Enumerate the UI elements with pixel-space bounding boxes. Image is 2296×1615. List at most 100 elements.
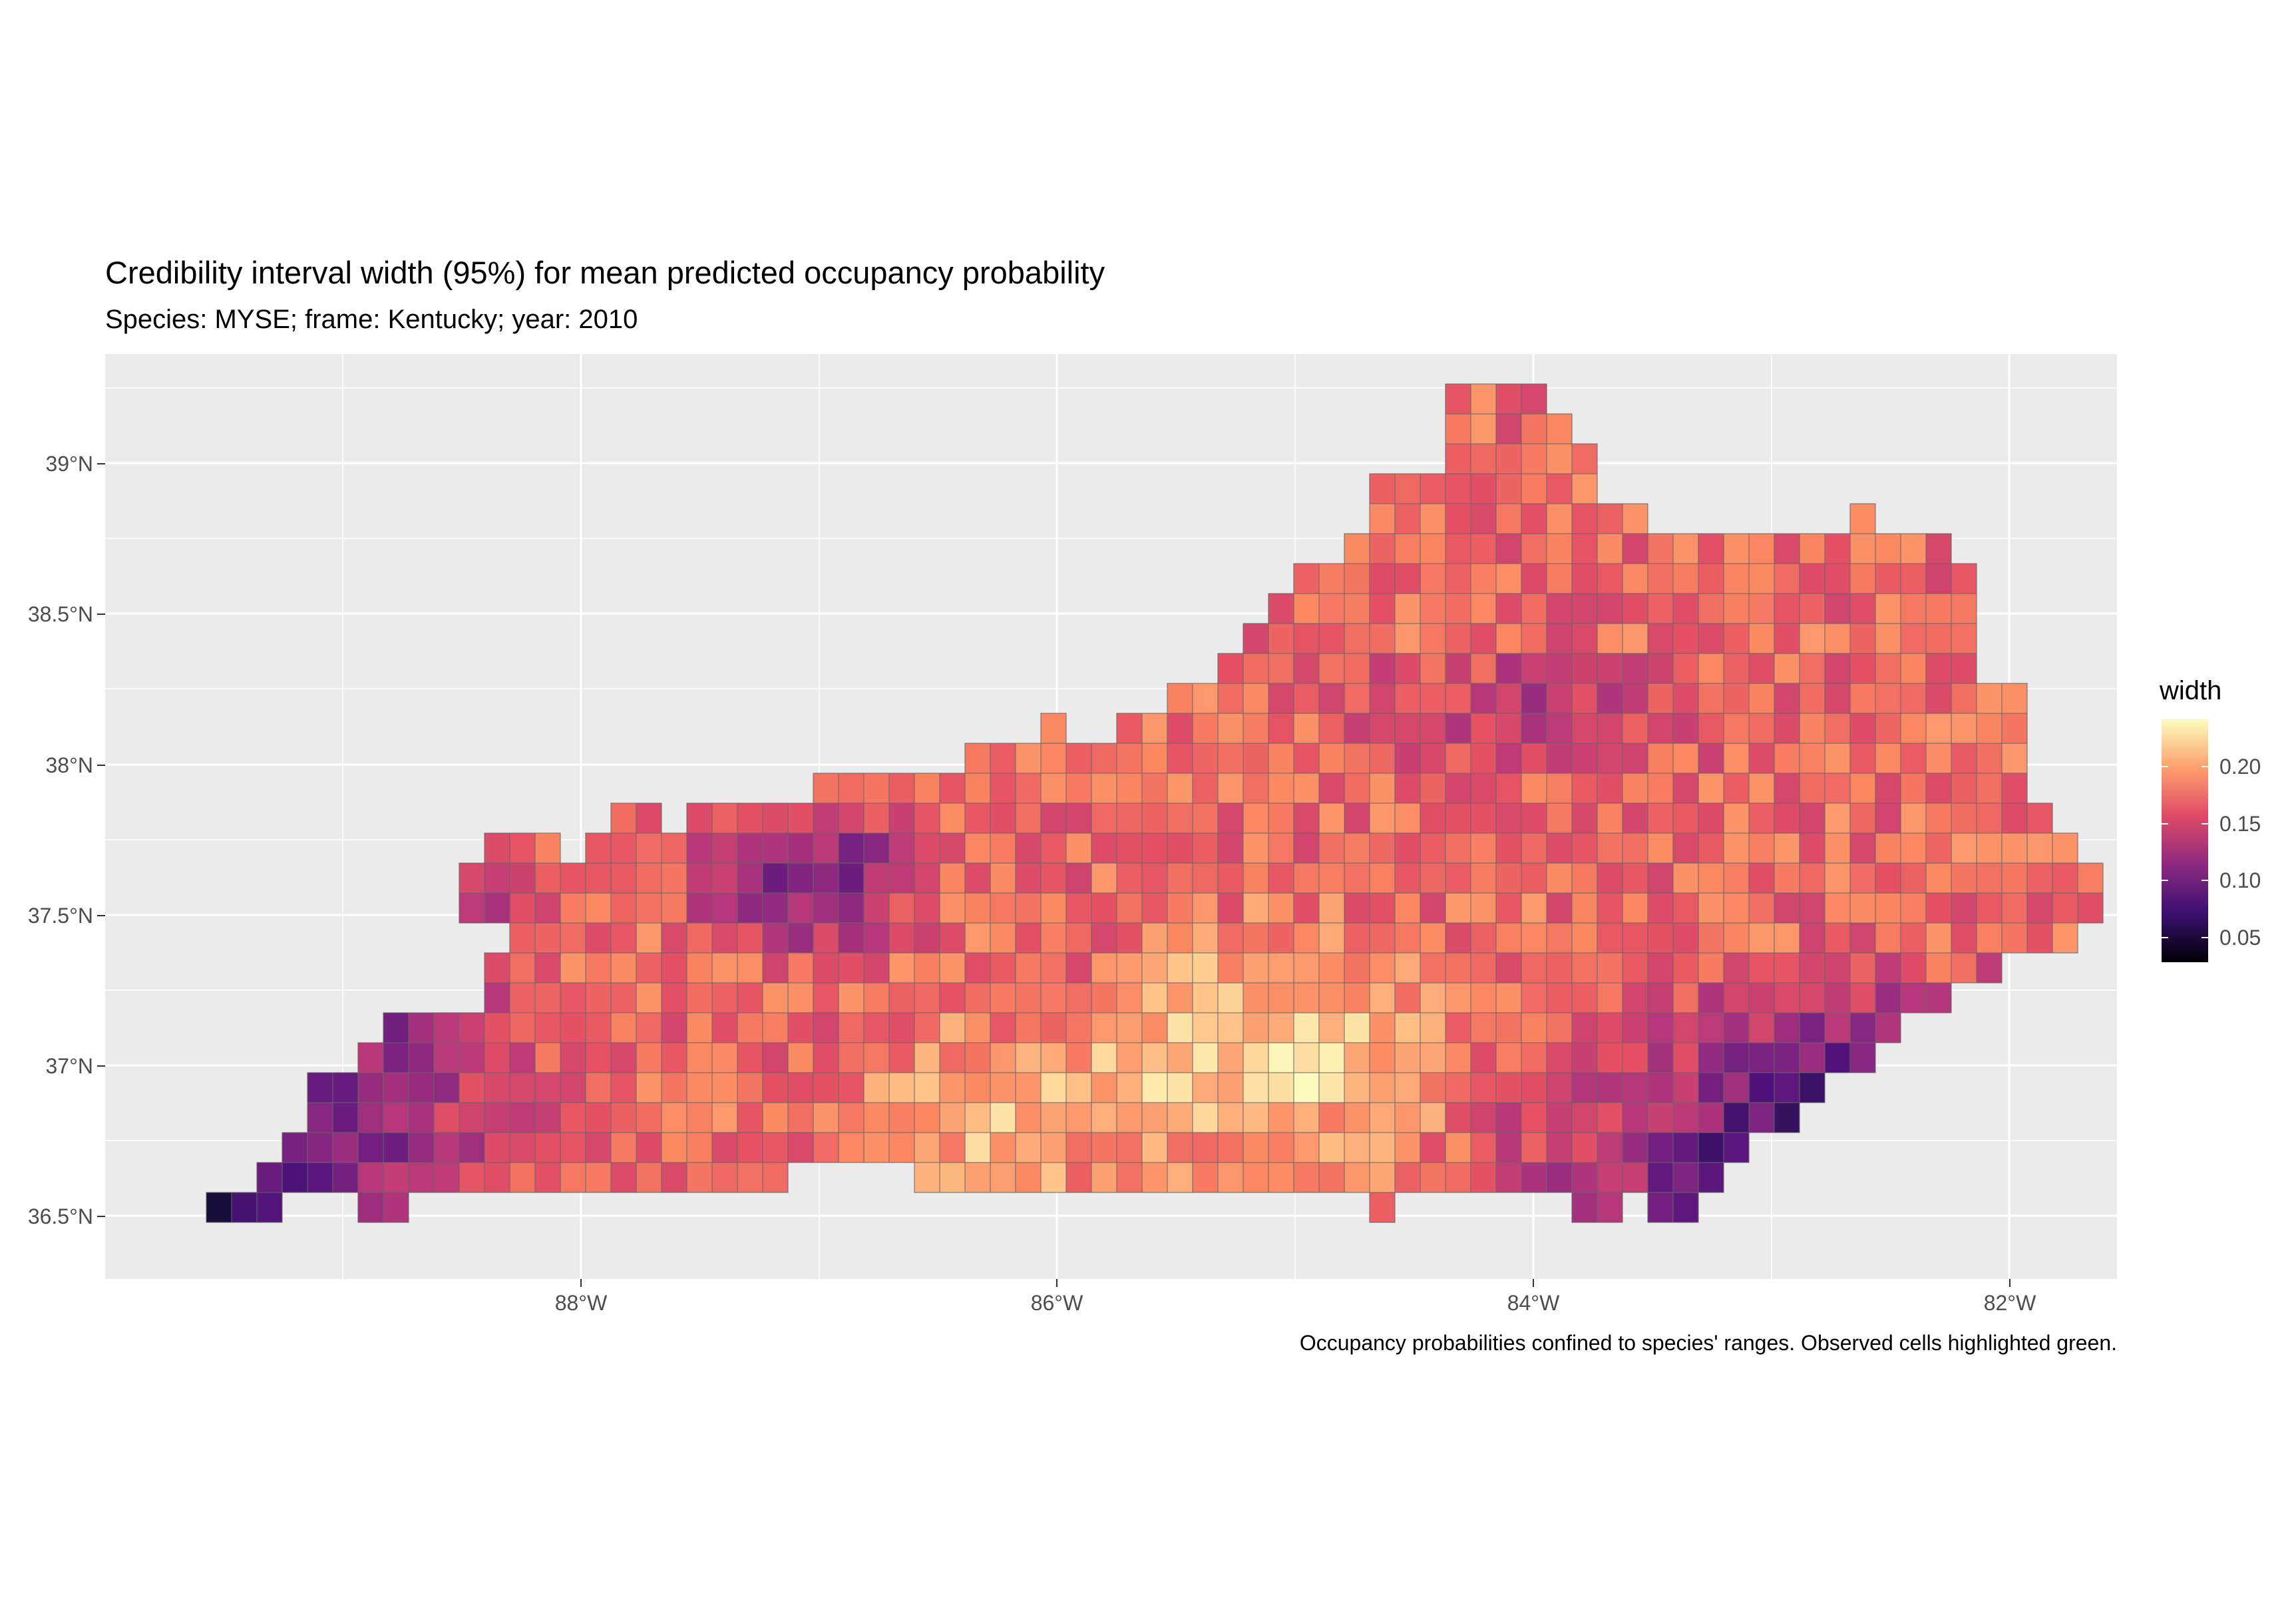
occupancy-cell — [711, 952, 738, 984]
occupancy-cell — [990, 922, 1016, 954]
occupancy-cell — [1824, 803, 1851, 834]
occupancy-cell — [1141, 713, 1168, 744]
occupancy-cell — [1597, 892, 1623, 924]
occupancy-cell — [383, 1162, 409, 1193]
occupancy-cell — [1723, 563, 1750, 594]
occupancy-cell — [1091, 922, 1117, 954]
occupancy-cell — [408, 1162, 435, 1193]
occupancy-cell — [1571, 803, 1598, 834]
x-tick — [1533, 1279, 1534, 1287]
occupancy-cell — [1571, 683, 1598, 714]
legend-label-010: 0.10 — [2219, 868, 2261, 892]
occupancy-cell — [1470, 383, 1497, 415]
occupancy-cell — [1521, 1162, 1547, 1193]
occupancy-cell — [1293, 593, 1320, 624]
occupancy-cell — [1622, 593, 1648, 624]
occupancy-cell — [1091, 832, 1117, 864]
occupancy-cell — [1318, 982, 1345, 1013]
occupancy-cell — [1723, 1012, 1750, 1043]
occupancy-cell — [1698, 982, 1724, 1013]
occupancy-cell — [711, 1042, 738, 1073]
occupancy-cell — [1091, 952, 1117, 984]
occupancy-cell — [1521, 533, 1547, 564]
occupancy-cell — [1040, 922, 1067, 954]
occupancy-cell — [1268, 713, 1294, 744]
occupancy-cell — [1849, 773, 1876, 804]
occupancy-cell — [636, 862, 662, 894]
occupancy-cell — [433, 1162, 460, 1193]
occupancy-cell — [1318, 1132, 1345, 1163]
occupancy-cell — [1268, 1072, 1294, 1103]
occupancy-cell — [1470, 952, 1497, 984]
occupancy-cell — [1976, 803, 2003, 834]
occupancy-cell — [1470, 473, 1497, 504]
occupancy-cell — [1849, 533, 1876, 564]
occupancy-cell — [509, 952, 536, 984]
occupancy-cell — [1344, 1132, 1370, 1163]
occupancy-cell — [1470, 743, 1497, 774]
occupancy-cell — [1672, 653, 1699, 684]
occupancy-cell — [888, 862, 915, 894]
occupancy-cell — [1445, 982, 1471, 1013]
occupancy-cell — [1445, 803, 1471, 834]
occupancy-cell — [1622, 803, 1648, 834]
occupancy-cell — [610, 1042, 637, 1073]
occupancy-cell — [357, 1072, 384, 1103]
occupancy-cell — [1015, 1042, 1042, 1073]
occupancy-cell — [1293, 1102, 1320, 1133]
occupancy-cell — [636, 1132, 662, 1163]
occupancy-cell — [1344, 563, 1370, 594]
occupancy-cell — [1420, 1042, 1446, 1073]
occupancy-cell — [1521, 743, 1547, 774]
occupancy-cell — [813, 832, 839, 864]
occupancy-cell — [636, 1042, 662, 1073]
occupancy-cell — [1167, 1072, 1193, 1103]
occupancy-cell — [1141, 892, 1168, 924]
occupancy-cell — [964, 1102, 991, 1133]
occupancy-cell — [1824, 713, 1851, 744]
occupancy-cell — [1167, 743, 1193, 774]
occupancy-cell — [1951, 743, 1977, 774]
occupancy-cell — [1293, 862, 1320, 894]
occupancy-cell — [2001, 803, 2028, 834]
occupancy-cell — [1597, 1012, 1623, 1043]
occupancy-cell — [1976, 683, 2003, 714]
occupancy-cell — [1394, 683, 1421, 714]
occupancy-cell — [2001, 713, 2028, 744]
occupancy-cell — [1420, 743, 1446, 774]
occupancy-cell — [1546, 862, 1573, 894]
occupancy-cell — [1065, 1012, 1092, 1043]
occupancy-cell — [1976, 862, 2003, 894]
occupancy-cell — [711, 862, 738, 894]
occupancy-cell — [1318, 1102, 1345, 1133]
occupancy-cell — [256, 1192, 283, 1223]
occupancy-cell — [838, 952, 864, 984]
occupancy-cell — [990, 1132, 1016, 1163]
occupancy-cell — [1571, 922, 1598, 954]
occupancy-cell — [1141, 743, 1168, 774]
occupancy-cell — [1748, 803, 1775, 834]
occupancy-cell — [1647, 952, 1674, 984]
occupancy-cell — [1420, 803, 1446, 834]
occupancy-cell — [1571, 1072, 1598, 1103]
occupancy-cell — [1318, 1072, 1345, 1103]
occupancy-cell — [1445, 1042, 1471, 1073]
occupancy-cell — [1243, 1102, 1269, 1133]
occupancy-cell — [408, 1102, 435, 1133]
occupancy-cell — [1167, 862, 1193, 894]
occupancy-cell — [787, 1132, 814, 1163]
x-tick-label-84w: 84°W — [1507, 1291, 1560, 1315]
occupancy-cell — [686, 922, 713, 954]
occupancy-cell — [1369, 593, 1396, 624]
occupancy-cell — [1925, 952, 1952, 984]
occupancy-cell — [1748, 593, 1775, 624]
occupancy-cell — [914, 922, 940, 954]
legend-tick — [2162, 937, 2168, 938]
occupancy-cell — [1774, 922, 1800, 954]
occupancy-cell — [534, 922, 561, 954]
occupancy-cell — [1192, 922, 1219, 954]
occupancy-cell — [1040, 892, 1067, 924]
occupancy-cell — [1268, 1132, 1294, 1163]
y-tick — [97, 463, 105, 464]
occupancy-cell — [686, 1132, 713, 1163]
